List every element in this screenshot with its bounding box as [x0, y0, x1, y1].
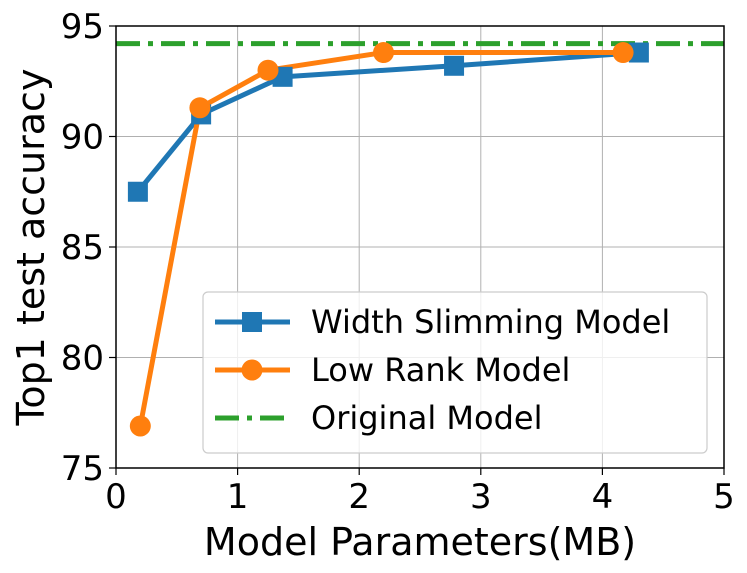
x-axis-label: Model Parameters(MB)	[204, 520, 636, 564]
legend-box	[202, 291, 708, 454]
y-axis-label: Top1 test accuracy	[9, 69, 53, 427]
x-tick-label: 0	[105, 477, 127, 517]
low-rank-point	[257, 59, 279, 81]
low-rank-point	[612, 42, 634, 64]
width-slimming-point	[444, 55, 465, 76]
low-rank-point	[373, 42, 395, 64]
legend-label: Low Rank Model	[311, 351, 570, 389]
x-tick-label: 3	[470, 477, 492, 517]
width-slimming-point	[127, 181, 148, 202]
low-rank-point	[129, 415, 151, 437]
y-tick-label: 95	[61, 7, 104, 47]
axis-ticks: 0 1 2 3 4 5 75 80 85 90 95	[61, 7, 735, 517]
y-tick-label: 80	[61, 339, 104, 379]
x-tick-label: 1	[227, 477, 249, 517]
width-slimming-point	[628, 42, 649, 63]
y-tick-label: 85	[61, 228, 104, 268]
y-tick-label: 90	[61, 118, 104, 158]
width-slimming-line	[135, 50, 640, 194]
low-rank-point	[189, 97, 211, 119]
y-tick-label: 75	[61, 449, 104, 489]
x-tick-label: 4	[592, 477, 614, 517]
legend-label: Width Slimming Model	[311, 303, 670, 341]
legend-label: Original Model	[311, 399, 542, 437]
legend-circle-marker	[241, 359, 263, 381]
x-tick-label: 2	[348, 477, 370, 517]
x-tick-label: 5	[713, 477, 735, 517]
legend-square-marker	[242, 312, 262, 332]
series-markers	[127, 42, 649, 437]
legend: Width Slimming Model Low Rank Model Origin…	[202, 291, 708, 454]
